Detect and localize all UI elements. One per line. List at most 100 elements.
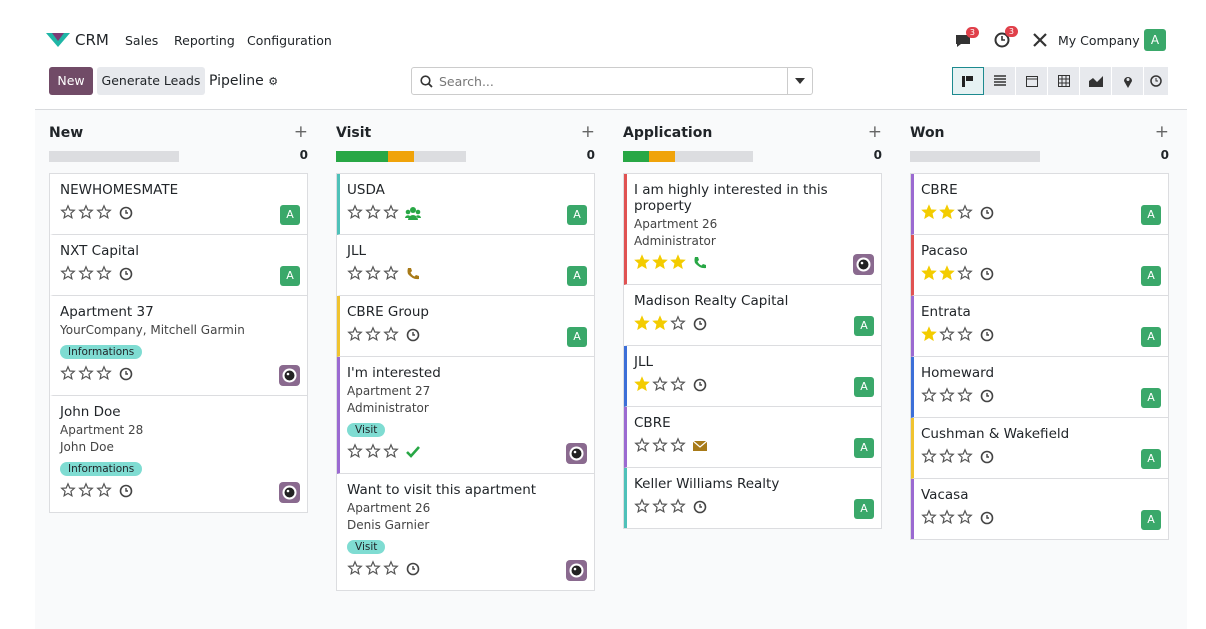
priority-stars[interactable] xyxy=(634,436,688,456)
priority-stars[interactable] xyxy=(347,442,401,462)
card-footer xyxy=(921,323,1161,347)
card-line: Administrator xyxy=(347,401,429,415)
lead-card[interactable]: USDA A xyxy=(337,174,594,235)
priority-stars[interactable] xyxy=(634,253,688,273)
search-box[interactable]: Search... xyxy=(411,67,813,95)
activity-icon[interactable] xyxy=(118,205,134,221)
view-pivot[interactable] xyxy=(1048,67,1080,95)
activity-icon[interactable] xyxy=(118,483,134,499)
lead-card[interactable]: Want to visit this apartment Apartment 26… xyxy=(337,474,594,590)
priority-stars[interactable] xyxy=(347,559,401,579)
add-button[interactable]: + xyxy=(1154,122,1169,142)
priority-stars[interactable] xyxy=(634,314,688,334)
tools-icon[interactable] xyxy=(1033,33,1047,47)
activity-icon[interactable] xyxy=(979,205,995,221)
lead-card[interactable]: John Doe Apartment 28 John Doe Informations xyxy=(50,396,307,512)
lead-card[interactable]: CBRE A xyxy=(624,407,881,468)
card-line: Apartment 27 xyxy=(347,384,431,398)
priority-stars[interactable] xyxy=(921,325,975,345)
activity-icon[interactable] xyxy=(118,266,134,282)
priority-stars[interactable] xyxy=(60,264,114,284)
view-calendar[interactable] xyxy=(1016,67,1048,95)
card-title: Pacaso xyxy=(921,243,968,259)
activity-icon[interactable] xyxy=(979,388,995,404)
app-name[interactable]: CRM xyxy=(75,31,109,49)
add-button[interactable]: + xyxy=(293,122,308,142)
priority-stars[interactable] xyxy=(921,203,975,223)
progress-segment xyxy=(649,151,675,162)
view-map[interactable] xyxy=(1112,67,1144,95)
priority-stars[interactable] xyxy=(347,203,401,223)
lead-card[interactable]: Entrata A xyxy=(911,296,1168,357)
add-button[interactable]: + xyxy=(867,122,882,142)
user-avatar[interactable]: A xyxy=(1144,29,1166,51)
activity-icon[interactable] xyxy=(979,449,995,465)
new-button[interactable]: New xyxy=(49,67,93,95)
activity-icon[interactable] xyxy=(692,377,708,393)
priority-stars[interactable] xyxy=(921,386,975,406)
card-title: Cushman & Wakefield xyxy=(921,426,1070,442)
priority-stars[interactable] xyxy=(60,481,114,501)
assignee-avatar: A xyxy=(854,438,874,458)
view-activity[interactable] xyxy=(1144,67,1169,95)
activity-icon[interactable] xyxy=(692,316,708,332)
activity-icon[interactable] xyxy=(692,255,708,271)
search-toggle[interactable] xyxy=(795,78,805,84)
menu-item[interactable]: Sales xyxy=(125,33,159,48)
priority-stars[interactable] xyxy=(60,364,114,384)
activity-icon[interactable] xyxy=(692,499,708,515)
activity-icon[interactable] xyxy=(405,205,421,221)
priority-stars[interactable] xyxy=(60,203,114,223)
priority-stars[interactable] xyxy=(921,508,975,528)
lead-card[interactable]: I am highly interested in this property A… xyxy=(624,174,881,285)
activity-icon[interactable] xyxy=(405,444,421,460)
lead-card[interactable]: NXT Capital A xyxy=(50,235,307,296)
menu-item[interactable]: Configuration xyxy=(247,33,332,48)
priority-stars[interactable] xyxy=(347,325,401,345)
view-kanban[interactable] xyxy=(952,67,984,95)
card-line: YourCompany, Mitchell Garmin xyxy=(60,323,245,337)
card-title: I am highly interested in this property xyxy=(634,182,828,214)
messages-icon[interactable]: 3 xyxy=(955,27,979,47)
activity-icon[interactable] xyxy=(405,266,421,282)
card-footer xyxy=(60,479,300,503)
priority-stars[interactable] xyxy=(921,447,975,467)
activities-icon[interactable]: 3 xyxy=(994,26,1018,48)
assignee-avatar: A xyxy=(1141,205,1161,225)
lead-card[interactable]: CBRE A xyxy=(911,174,1168,235)
assignee-avatar: A xyxy=(854,316,874,336)
lead-card[interactable]: CBRE Group A xyxy=(337,296,594,357)
card-title: CBRE Group xyxy=(347,304,429,320)
lead-card[interactable]: JLL A xyxy=(624,346,881,407)
priority-stars[interactable] xyxy=(347,264,401,284)
lead-card[interactable]: Madison Realty Capital A xyxy=(624,285,881,346)
lead-card[interactable]: JLL A xyxy=(337,235,594,296)
card-title: JLL xyxy=(634,354,654,370)
lead-card[interactable]: I'm interested Apartment 27 Administrator V… xyxy=(337,357,594,474)
lead-card[interactable]: Keller Williams Realty A xyxy=(624,468,881,528)
activity-icon[interactable] xyxy=(979,266,995,282)
activity-icon[interactable] xyxy=(979,510,995,526)
menu-item[interactable]: Reporting xyxy=(174,33,235,48)
lead-card[interactable]: Homeward A xyxy=(911,357,1168,418)
gear-icon[interactable]: ⚙ xyxy=(268,75,279,88)
lead-card[interactable]: Pacaso A xyxy=(911,235,1168,296)
activity-icon[interactable] xyxy=(692,438,708,454)
activity-icon[interactable] xyxy=(979,327,995,343)
view-graph[interactable] xyxy=(1080,67,1112,95)
add-button[interactable]: + xyxy=(580,122,595,142)
company[interactable]: My Company xyxy=(1058,33,1140,48)
activity-icon[interactable] xyxy=(405,561,421,577)
lead-card[interactable]: Apartment 37 YourCompany, Mitchell Garmin… xyxy=(50,296,307,396)
priority-stars[interactable] xyxy=(921,264,975,284)
assignee-avatar: A xyxy=(1141,388,1161,408)
priority-stars[interactable] xyxy=(634,497,688,517)
activity-icon[interactable] xyxy=(405,327,421,343)
generate-leads-button[interactable]: Generate Leads xyxy=(97,67,205,95)
activity-icon[interactable] xyxy=(118,366,134,382)
lead-card[interactable]: Vacasa A xyxy=(911,479,1168,539)
lead-card[interactable]: Cushman & Wakefield A xyxy=(911,418,1168,479)
priority-stars[interactable] xyxy=(634,375,688,395)
lead-card[interactable]: NEWHOMESMATE A xyxy=(50,174,307,235)
view-list[interactable] xyxy=(984,67,1016,95)
